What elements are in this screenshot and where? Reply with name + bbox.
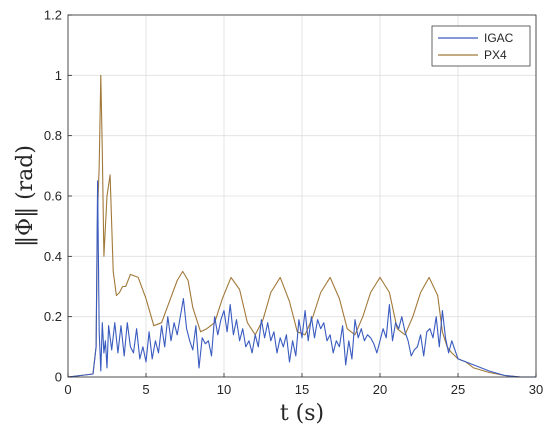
y-tick-label: 1.2 bbox=[44, 8, 62, 23]
x-tick-label: 30 bbox=[529, 382, 543, 397]
y-tick-label: 0.6 bbox=[44, 189, 62, 204]
x-tick-label: 25 bbox=[451, 382, 465, 397]
legend-box bbox=[431, 25, 531, 67]
series-layer bbox=[67, 74, 536, 378]
legend: IGAC PX4 bbox=[431, 25, 531, 67]
legend-label-px4: PX4 bbox=[484, 48, 507, 62]
y-tick-label: 0.4 bbox=[44, 249, 62, 264]
y-tick-label: 1 bbox=[55, 68, 62, 83]
series-line-igac bbox=[67, 180, 536, 378]
x-tick-label: 15 bbox=[295, 382, 309, 397]
y-axis-label: ‖Φ‖ (rad) bbox=[13, 145, 38, 247]
y-tick-label: 0.8 bbox=[44, 128, 62, 143]
x-tick-label: 5 bbox=[142, 382, 149, 397]
legend-label-igac: IGAC bbox=[484, 31, 514, 45]
x-tick-label: 20 bbox=[373, 382, 387, 397]
x-tick-label: 0 bbox=[64, 382, 71, 397]
axis-ticks: 0 5 10 15 20 25 30 0 0.2 0.4 0.6 0.8 1 1.2 bbox=[44, 8, 543, 398]
x-axis-label: t (s) bbox=[280, 401, 324, 426]
y-tick-label: 0 bbox=[55, 370, 62, 385]
y-tick-label: 0.2 bbox=[44, 309, 62, 324]
x-tick-label: 10 bbox=[217, 382, 231, 397]
